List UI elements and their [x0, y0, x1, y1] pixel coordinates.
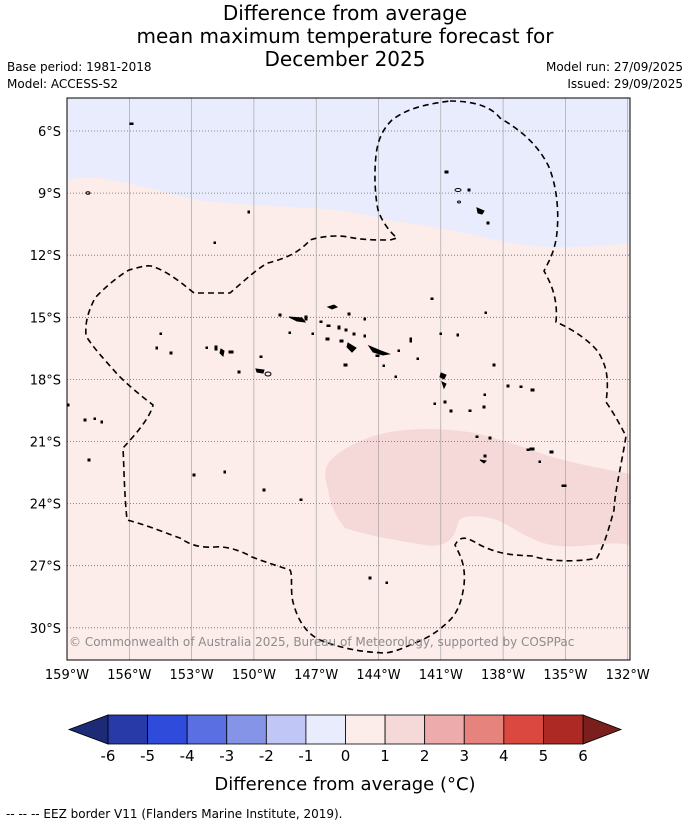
colorbar-tick-label: 2: [420, 747, 430, 765]
colorbar-label: Difference from average (°C): [214, 774, 475, 795]
map-title: Difference from average mean maximum tem…: [0, 2, 690, 71]
copyright-notice: © Commonwealth of Australia 2025, Bureau…: [69, 635, 574, 649]
colorbar-tick-label: -5: [140, 747, 155, 765]
lat-tick-label: 15°S: [30, 311, 61, 326]
colorbar-tick-label: -3: [219, 747, 234, 765]
lon-tick-label: 150°W: [232, 668, 276, 683]
lon-tick-label: 138°W: [481, 668, 525, 683]
latitude-ticks: 6°S 9°S 12°S 15°S 18°S 21°S 24°S 27°S 30°S: [30, 125, 61, 637]
lon-tick-label: 159°W: [45, 668, 89, 683]
gridlines: [67, 98, 630, 660]
lat-tick-label: 12°S: [30, 249, 61, 264]
colorbar-swatch: [107, 714, 148, 745]
colorbar-swatch: [384, 714, 426, 745]
lon-tick-label: 147°W: [294, 668, 338, 683]
colorbar-tick-label: -2: [259, 747, 274, 765]
colorbar-swatch: [345, 714, 386, 745]
eez-footnote: -- -- -- EEZ border V11 (Flanders Marine…: [6, 807, 343, 821]
colorbar-tick-label: 0: [341, 747, 351, 765]
colorbar-swatch: [147, 714, 188, 745]
base-period: Base period: 1981-2018: [7, 60, 152, 74]
islands: [67, 122, 567, 584]
colorbar-swatch: [226, 714, 267, 745]
region-anomaly-minus1-to-0: [67, 98, 630, 248]
colorbar-tick-label: 1: [380, 747, 390, 765]
model-name: Model: ACCESS-S2: [7, 77, 119, 91]
colorbar-tick-label: 4: [499, 747, 509, 765]
lat-tick-label: 6°S: [38, 125, 61, 140]
colorbar-tick-label: 3: [459, 747, 469, 765]
colorbar-tick-label: 6: [578, 747, 588, 765]
longitude-ticks: 159°W 156°W 153°W 150°W 147°W 144°W 141°W 138°W…: [45, 668, 650, 683]
colorbar-swatch: [424, 714, 465, 745]
colorbar: -6 -5 -4 -3 -2 -1 0 1 2 3 4 5 6: [67, 714, 623, 765]
colorbar-over-arrow: [582, 714, 623, 745]
lat-tick-label: 18°S: [30, 373, 61, 388]
lon-tick-label: 156°W: [107, 668, 151, 683]
lat-tick-label: 24°S: [30, 498, 61, 513]
colorbar-swatch: [543, 714, 584, 745]
colorbar-under-arrow: [67, 714, 109, 745]
colorbar-tick-label: -1: [298, 747, 313, 765]
title-line-3: December 2025: [264, 47, 426, 71]
title-line-2: mean maximum temperature forecast for: [136, 24, 554, 48]
map-panel: © Commonwealth of Australia 2025, Bureau…: [67, 98, 630, 660]
lon-tick-label: 144°W: [356, 668, 400, 683]
lat-tick-label: 21°S: [30, 436, 61, 451]
lon-tick-label: 132°W: [606, 668, 650, 683]
metadata-left: Base period: 1981-2018 Model: ACCESS-S2: [7, 59, 152, 93]
colorbar-tick-label: -6: [101, 747, 116, 765]
metadata-right: Model run: 27/09/2025 Issued: 29/09/2025: [546, 59, 683, 93]
region-anomaly-1-to-2: [325, 429, 630, 547]
colorbar-swatch: [186, 714, 228, 745]
lat-tick-label: 9°S: [38, 187, 61, 202]
eez-border: [85, 100, 627, 654]
colorbar-swatch: [265, 714, 307, 745]
lon-tick-label: 153°W: [170, 668, 214, 683]
map-frame: [66, 97, 631, 661]
issued-date: Issued: 29/09/2025: [567, 77, 683, 91]
title-line-1: Difference from average: [222, 1, 468, 25]
lat-tick-label: 27°S: [30, 560, 61, 575]
colorbar-swatch: [463, 714, 505, 745]
colorbar-swatch: [503, 714, 544, 745]
lon-tick-label: 135°W: [543, 668, 587, 683]
colorbar-tick-label: 5: [539, 747, 549, 765]
lat-tick-label: 30°S: [30, 622, 61, 637]
lon-tick-label: 141°W: [419, 668, 463, 683]
colorbar-tick-label: -4: [180, 747, 195, 765]
model-run: Model run: 27/09/2025: [545, 60, 683, 74]
colorbar-swatch: [305, 714, 346, 745]
